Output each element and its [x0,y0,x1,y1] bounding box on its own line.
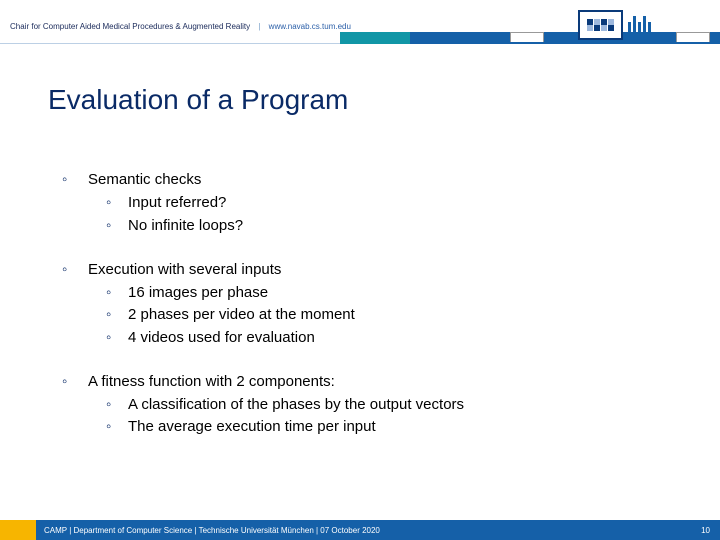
footer-text: CAMP | Department of Computer Science | … [44,526,380,535]
bullet-icon: ◦ [106,216,128,236]
page-title: Evaluation of a Program [48,84,348,116]
list-item-text: A classification of the phases by the ou… [128,395,464,415]
bullet-icon: ◦ [106,193,128,213]
list-item: ◦ 16 images per phase [106,283,680,303]
logo-group [578,10,654,40]
list-item-text: 4 videos used for evaluation [128,328,315,348]
header-separator: | [258,22,260,31]
bullet-icon: ◦ [62,170,88,190]
list-item-text: 2 phases per video at the moment [128,305,355,325]
bullet-group: ◦ Semantic checks ◦ Input referred? ◦ No… [62,170,680,236]
chair-name: Chair for Computer Aided Medical Procedu… [10,22,250,31]
list-item-text: No infinite loops? [128,216,243,236]
tum-logo-icon [625,10,654,40]
bullet-icon: ◦ [106,283,128,303]
list-item-text: A fitness function with 2 components: [88,372,335,392]
bullet-icon: ◦ [106,417,128,437]
bullet-group: ◦ A fitness function with 2 components: … [62,372,680,438]
list-item: ◦ Execution with several inputs [62,260,680,280]
list-item: ◦ No infinite loops? [106,216,680,236]
list-item: ◦ Semantic checks [62,170,680,190]
bullet-icon: ◦ [106,328,128,348]
list-item: ◦ Input referred? [106,193,680,213]
header-url: www.navab.cs.tum.edu [269,22,351,31]
bullet-icon: ◦ [62,372,88,392]
footer-accent [0,520,36,540]
page-number: 10 [701,526,710,535]
footer-content: CAMP | Department of Computer Science | … [36,520,720,540]
bullet-icon: ◦ [62,260,88,280]
bullet-group: ◦ Execution with several inputs ◦ 16 ima… [62,260,680,348]
list-item: ◦ A fitness function with 2 components: [62,372,680,392]
list-item: ◦ 4 videos used for evaluation [106,328,680,348]
list-item-text: 16 images per phase [128,283,268,303]
bullet-icon: ◦ [106,305,128,325]
list-item-text: Execution with several inputs [88,260,281,280]
list-item-text: Input referred? [128,193,226,213]
bullet-icon: ◦ [106,395,128,415]
footer: CAMP | Department of Computer Science | … [0,520,720,540]
header-text: Chair for Computer Aided Medical Procedu… [10,22,351,31]
list-item-text: Semantic checks [88,170,201,190]
content-area: ◦ Semantic checks ◦ Input referred? ◦ No… [62,170,680,462]
list-item-text: The average execution time per input [128,417,376,437]
camp-logo-icon [578,10,623,40]
header: Chair for Computer Aided Medical Procedu… [0,0,720,44]
list-item: ◦ The average execution time per input [106,417,680,437]
list-item: ◦ A classification of the phases by the … [106,395,680,415]
list-item: ◦ 2 phases per video at the moment [106,305,680,325]
